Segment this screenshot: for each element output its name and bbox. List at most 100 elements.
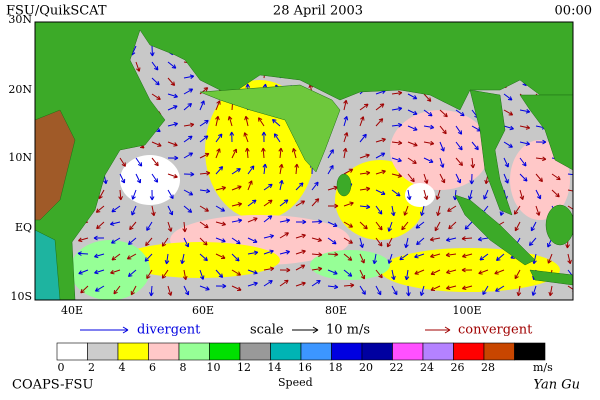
wind-arrow <box>295 233 306 239</box>
wind-arrow <box>111 205 121 213</box>
wind-arrow <box>343 237 353 244</box>
lon-label: 100E <box>452 304 481 317</box>
wind-arrow <box>199 188 211 194</box>
wind-arrow <box>530 221 537 232</box>
colorbar-swatch <box>331 342 363 361</box>
wind-arrow <box>519 157 527 167</box>
colorbar: 0 2 4 6 8 10 12 14 16 18 20 22 24 26 28 m/s <box>56 342 553 374</box>
colorbar-label: Speed <box>278 376 313 389</box>
scale-label: scale <box>250 323 284 338</box>
wind-arrow <box>403 205 409 216</box>
wind-arrow <box>183 285 190 296</box>
wind-arrow <box>135 61 141 72</box>
wind-arrow <box>149 189 155 201</box>
wind-arrow <box>258 117 265 127</box>
colorbar-swatch <box>148 342 180 361</box>
wind-arrow <box>131 189 137 200</box>
wind-arrow <box>470 157 476 169</box>
wind-arrow <box>146 269 153 279</box>
wind-arrow <box>215 221 226 227</box>
wind-arrow <box>131 205 137 216</box>
wind-arrow <box>359 269 366 280</box>
wind-arrow <box>231 237 241 245</box>
wind-arrow <box>359 237 365 249</box>
wind-arrow <box>199 285 210 291</box>
wind-arrow <box>461 285 473 291</box>
wind-arrow <box>295 200 306 207</box>
wind-arrow <box>423 173 429 184</box>
wind-arrow <box>455 109 465 117</box>
wind-arrow <box>183 74 195 80</box>
wind-arrow <box>386 237 393 248</box>
wind-arrow <box>462 253 473 259</box>
wind-arrow <box>535 139 547 145</box>
wind-arrow <box>261 131 267 143</box>
wind-arrow <box>279 179 284 191</box>
colorbar-swatch <box>178 342 210 361</box>
wind-arrow <box>455 125 463 135</box>
wind-arrow <box>151 77 160 86</box>
wind-arrow <box>375 103 385 111</box>
wind-arrow <box>262 163 268 175</box>
colorbar-swatch <box>483 342 515 361</box>
wind-arrow <box>429 236 441 242</box>
colorbar-tick: 12 <box>237 361 251 374</box>
wind-arrow <box>149 285 154 297</box>
wind-arrow <box>215 205 226 212</box>
wind-arrow <box>167 61 177 69</box>
wind-arrow <box>375 221 383 231</box>
wind-arrow <box>231 253 240 262</box>
wind-arrow <box>199 100 205 111</box>
wind-arrow <box>387 253 393 264</box>
wind-arrow <box>199 269 205 280</box>
wind-arrow <box>231 269 242 276</box>
wind-arrow <box>445 285 457 290</box>
wind-arrow <box>167 105 178 111</box>
wind-arrow <box>447 205 457 212</box>
wind-arrow <box>423 124 435 130</box>
wind-arrow <box>446 269 457 275</box>
wind-arrow <box>199 221 209 229</box>
wind-arrow <box>359 285 366 295</box>
wind-arrow <box>231 148 238 159</box>
wind-arrow <box>375 189 386 196</box>
wind-arrow <box>407 141 418 147</box>
wind-arrow <box>375 152 386 159</box>
wind-arrow <box>423 189 429 200</box>
wind-arrow <box>434 221 441 232</box>
wind-arrow <box>199 87 209 95</box>
wind-arrow <box>461 267 473 273</box>
wind-arrow <box>78 237 89 243</box>
colorbar-swatch <box>239 342 271 361</box>
wind-arrow <box>535 189 542 200</box>
axis-ticks: 30N 20N 10N EQ 10S 40E 60E 80E 100E <box>8 13 481 317</box>
wind-arrow <box>359 116 365 127</box>
wind-arrow <box>471 141 479 151</box>
wind-arrow <box>327 164 334 175</box>
wind-arrow <box>199 253 208 262</box>
wind-arrow <box>183 88 194 95</box>
wind-arrow <box>404 269 410 281</box>
wind-arrow <box>167 141 178 147</box>
wind-arrow <box>151 157 159 167</box>
wind-arrow <box>391 285 398 296</box>
wind-arrow <box>439 173 446 184</box>
colorbar-tick: 22 <box>390 361 404 374</box>
colorbar-tick: 14 <box>268 361 282 374</box>
wind-arrow <box>375 169 386 175</box>
wind-arrow <box>167 189 174 200</box>
lat-label: 30N <box>8 13 32 26</box>
wind-arrow <box>535 156 547 162</box>
colorbar-tick: 28 <box>481 361 495 374</box>
wind-arrow <box>503 173 509 184</box>
wind-arrow <box>401 221 409 231</box>
wind-arrow <box>503 141 513 148</box>
wind-arrow <box>183 237 190 248</box>
wind-arrow <box>391 106 403 112</box>
colorbar-swatch <box>56 342 88 361</box>
land <box>35 22 573 300</box>
wind-arrow <box>445 252 457 258</box>
wind-arrow <box>135 157 143 167</box>
wind-arrow <box>263 266 275 272</box>
